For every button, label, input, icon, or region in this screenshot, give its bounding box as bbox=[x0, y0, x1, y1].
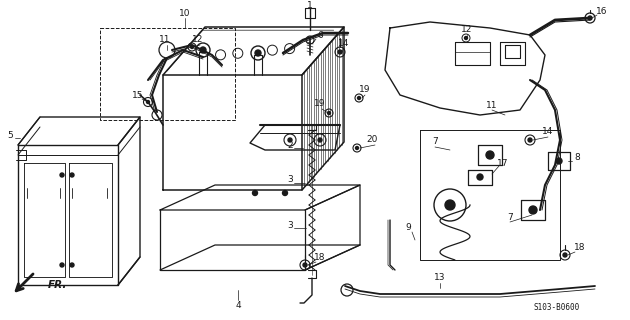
Text: S103-B0600: S103-B0600 bbox=[534, 303, 580, 313]
Text: 13: 13 bbox=[434, 274, 446, 283]
Circle shape bbox=[341, 284, 353, 296]
Circle shape bbox=[328, 111, 331, 115]
Text: 20: 20 bbox=[366, 135, 378, 145]
Text: 18: 18 bbox=[314, 253, 326, 262]
Text: 9: 9 bbox=[405, 223, 411, 233]
Circle shape bbox=[285, 44, 295, 54]
Text: 6: 6 bbox=[317, 30, 323, 39]
Circle shape bbox=[353, 144, 361, 152]
Circle shape bbox=[355, 147, 358, 149]
Text: 2: 2 bbox=[287, 140, 293, 149]
Circle shape bbox=[528, 138, 532, 142]
Circle shape bbox=[588, 16, 592, 20]
Circle shape bbox=[200, 47, 206, 53]
Text: 10: 10 bbox=[180, 9, 191, 18]
Circle shape bbox=[60, 173, 64, 177]
Circle shape bbox=[357, 97, 360, 100]
Circle shape bbox=[585, 13, 595, 23]
Circle shape bbox=[147, 100, 149, 103]
Text: 19: 19 bbox=[314, 100, 326, 108]
Circle shape bbox=[314, 134, 326, 146]
Circle shape bbox=[525, 135, 535, 145]
Circle shape bbox=[282, 190, 287, 196]
Text: 7: 7 bbox=[432, 138, 438, 147]
Text: 11: 11 bbox=[159, 36, 171, 44]
Circle shape bbox=[335, 47, 345, 57]
Text: 12: 12 bbox=[192, 36, 203, 44]
Text: 4: 4 bbox=[235, 300, 241, 309]
Circle shape bbox=[159, 42, 175, 58]
Circle shape bbox=[196, 43, 210, 57]
Circle shape bbox=[251, 46, 265, 60]
Circle shape bbox=[325, 109, 333, 117]
Text: 7: 7 bbox=[507, 213, 513, 222]
Text: 8: 8 bbox=[574, 154, 580, 163]
Circle shape bbox=[60, 263, 64, 267]
Circle shape bbox=[190, 45, 193, 49]
Text: 19: 19 bbox=[359, 85, 370, 94]
Circle shape bbox=[306, 36, 314, 44]
Circle shape bbox=[284, 134, 296, 146]
Circle shape bbox=[300, 260, 310, 270]
Circle shape bbox=[152, 110, 162, 120]
Text: 16: 16 bbox=[596, 7, 608, 17]
Circle shape bbox=[338, 50, 342, 54]
Text: FR.: FR. bbox=[48, 280, 67, 290]
Text: 3: 3 bbox=[287, 175, 293, 185]
Circle shape bbox=[318, 138, 322, 142]
Circle shape bbox=[144, 98, 152, 107]
Circle shape bbox=[529, 206, 537, 214]
Circle shape bbox=[303, 263, 307, 267]
Text: 5: 5 bbox=[7, 131, 13, 140]
Circle shape bbox=[233, 48, 243, 58]
Circle shape bbox=[215, 50, 226, 60]
Text: 17: 17 bbox=[497, 158, 509, 167]
Circle shape bbox=[70, 263, 74, 267]
Text: 11: 11 bbox=[486, 100, 498, 109]
Circle shape bbox=[188, 43, 196, 51]
Text: 1: 1 bbox=[307, 1, 313, 10]
Text: 15: 15 bbox=[132, 91, 144, 100]
Text: 14: 14 bbox=[338, 38, 350, 47]
Circle shape bbox=[267, 45, 277, 55]
Circle shape bbox=[288, 138, 292, 142]
Circle shape bbox=[486, 151, 494, 159]
Circle shape bbox=[464, 36, 467, 39]
Text: 14: 14 bbox=[542, 127, 554, 137]
Text: 18: 18 bbox=[575, 244, 586, 252]
Circle shape bbox=[477, 174, 483, 180]
Circle shape bbox=[462, 34, 470, 42]
Text: 3: 3 bbox=[287, 220, 293, 229]
Circle shape bbox=[434, 189, 466, 221]
Text: 12: 12 bbox=[461, 26, 472, 35]
Circle shape bbox=[556, 158, 562, 164]
Circle shape bbox=[70, 173, 74, 177]
Circle shape bbox=[560, 250, 570, 260]
Circle shape bbox=[563, 253, 567, 257]
Circle shape bbox=[355, 94, 363, 102]
Circle shape bbox=[255, 50, 261, 56]
Circle shape bbox=[253, 190, 258, 196]
Circle shape bbox=[445, 200, 455, 210]
